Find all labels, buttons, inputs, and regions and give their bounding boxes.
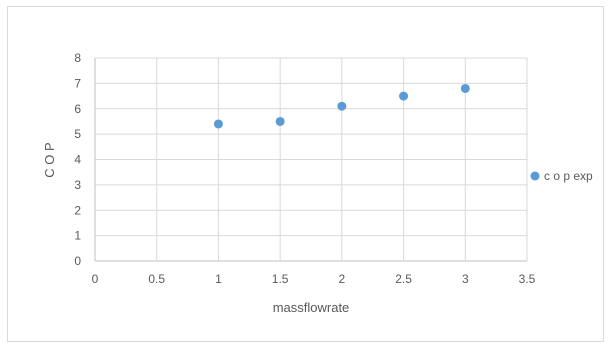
- data-points: [213, 83, 470, 129]
- legend-marker: [530, 171, 540, 181]
- legend-label: c o p exp: [544, 169, 593, 183]
- data-point: [275, 116, 285, 126]
- x-tick-label: 3: [462, 272, 469, 286]
- y-tick-label: 0: [74, 254, 81, 268]
- x-tick-label: 1: [215, 272, 222, 286]
- legend: c o p exp: [530, 169, 593, 183]
- x-axis-title: massflowrate: [273, 300, 350, 315]
- data-point: [460, 83, 470, 93]
- data-point: [399, 91, 409, 101]
- y-tick-labels: 0 1 2 3 4 5 6 7 8: [74, 51, 81, 268]
- data-point: [213, 119, 223, 129]
- x-tick-label: 1.5: [272, 272, 289, 286]
- y-tick-label: 2: [74, 203, 81, 217]
- y-tick-label: 8: [74, 51, 81, 65]
- x-tick-label: 2: [339, 272, 346, 286]
- x-tick-label: 3.5: [519, 272, 536, 286]
- y-tick-label: 4: [74, 153, 81, 167]
- x-tick-label: 0: [92, 272, 99, 286]
- x-tick-label: 0.5: [148, 272, 165, 286]
- x-tick-label: 2.5: [395, 272, 412, 286]
- y-axis-title: C O P: [42, 142, 57, 177]
- x-tick-labels: 0 0.5 1 1.5 2 2.5 3 3.5: [92, 272, 536, 286]
- y-tick-label: 5: [74, 127, 81, 141]
- y-tick-label: 7: [74, 76, 81, 90]
- y-tick-label: 6: [74, 102, 81, 116]
- data-point: [337, 101, 347, 111]
- y-tick-label: 1: [74, 229, 81, 243]
- gridlines: [94, 57, 528, 262]
- chart-area: [7, 6, 604, 342]
- y-tick-label: 3: [74, 178, 81, 192]
